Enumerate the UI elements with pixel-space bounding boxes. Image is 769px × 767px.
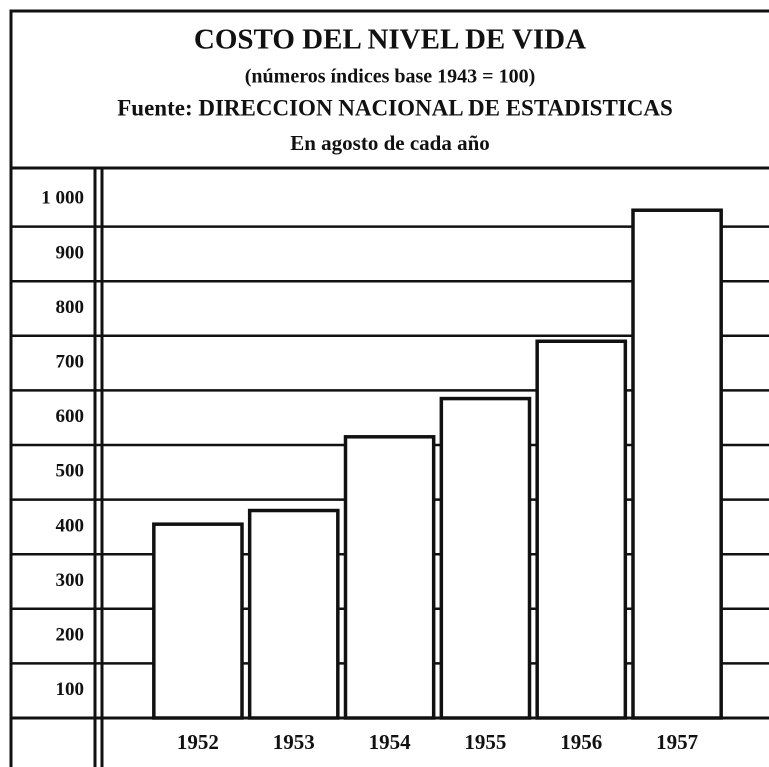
bar [439,396,532,720]
bar [535,339,628,720]
chart-note: En agosto de cada año [290,131,490,155]
y-tick-label: 700 [56,351,85,372]
y-tick-label: 900 [56,242,85,263]
y-tick-label: 200 [56,624,85,645]
y-tick-label: 800 [56,297,85,318]
bar [152,522,244,720]
bar [631,208,723,720]
y-tick-label: 1 000 [41,188,84,209]
bar [247,508,340,720]
y-tick-label: 300 [56,570,85,591]
y-tick-label: 600 [56,406,85,427]
x-tick-label: 1952 [177,730,219,754]
chart-subtitle: (números índices base 1943 = 100) [245,66,535,88]
x-tick-label: 1953 [273,730,315,754]
bar [343,435,436,720]
x-tick-label: 1954 [369,730,412,754]
y-tick-label: 500 [56,461,85,482]
y-tick-label: 400 [56,515,85,536]
x-tick-label: 1957 [656,730,698,754]
chart-source: Fuente: DIRECCION NACIONAL DE ESTADISTIC… [117,95,673,120]
frame [9,9,769,767]
x-tick-label: 1955 [464,730,506,754]
x-tick-label: 1956 [560,730,602,754]
y-tick-label: 100 [56,679,85,700]
chart-title: COSTO DEL NIVEL DE VIDA [194,24,586,56]
